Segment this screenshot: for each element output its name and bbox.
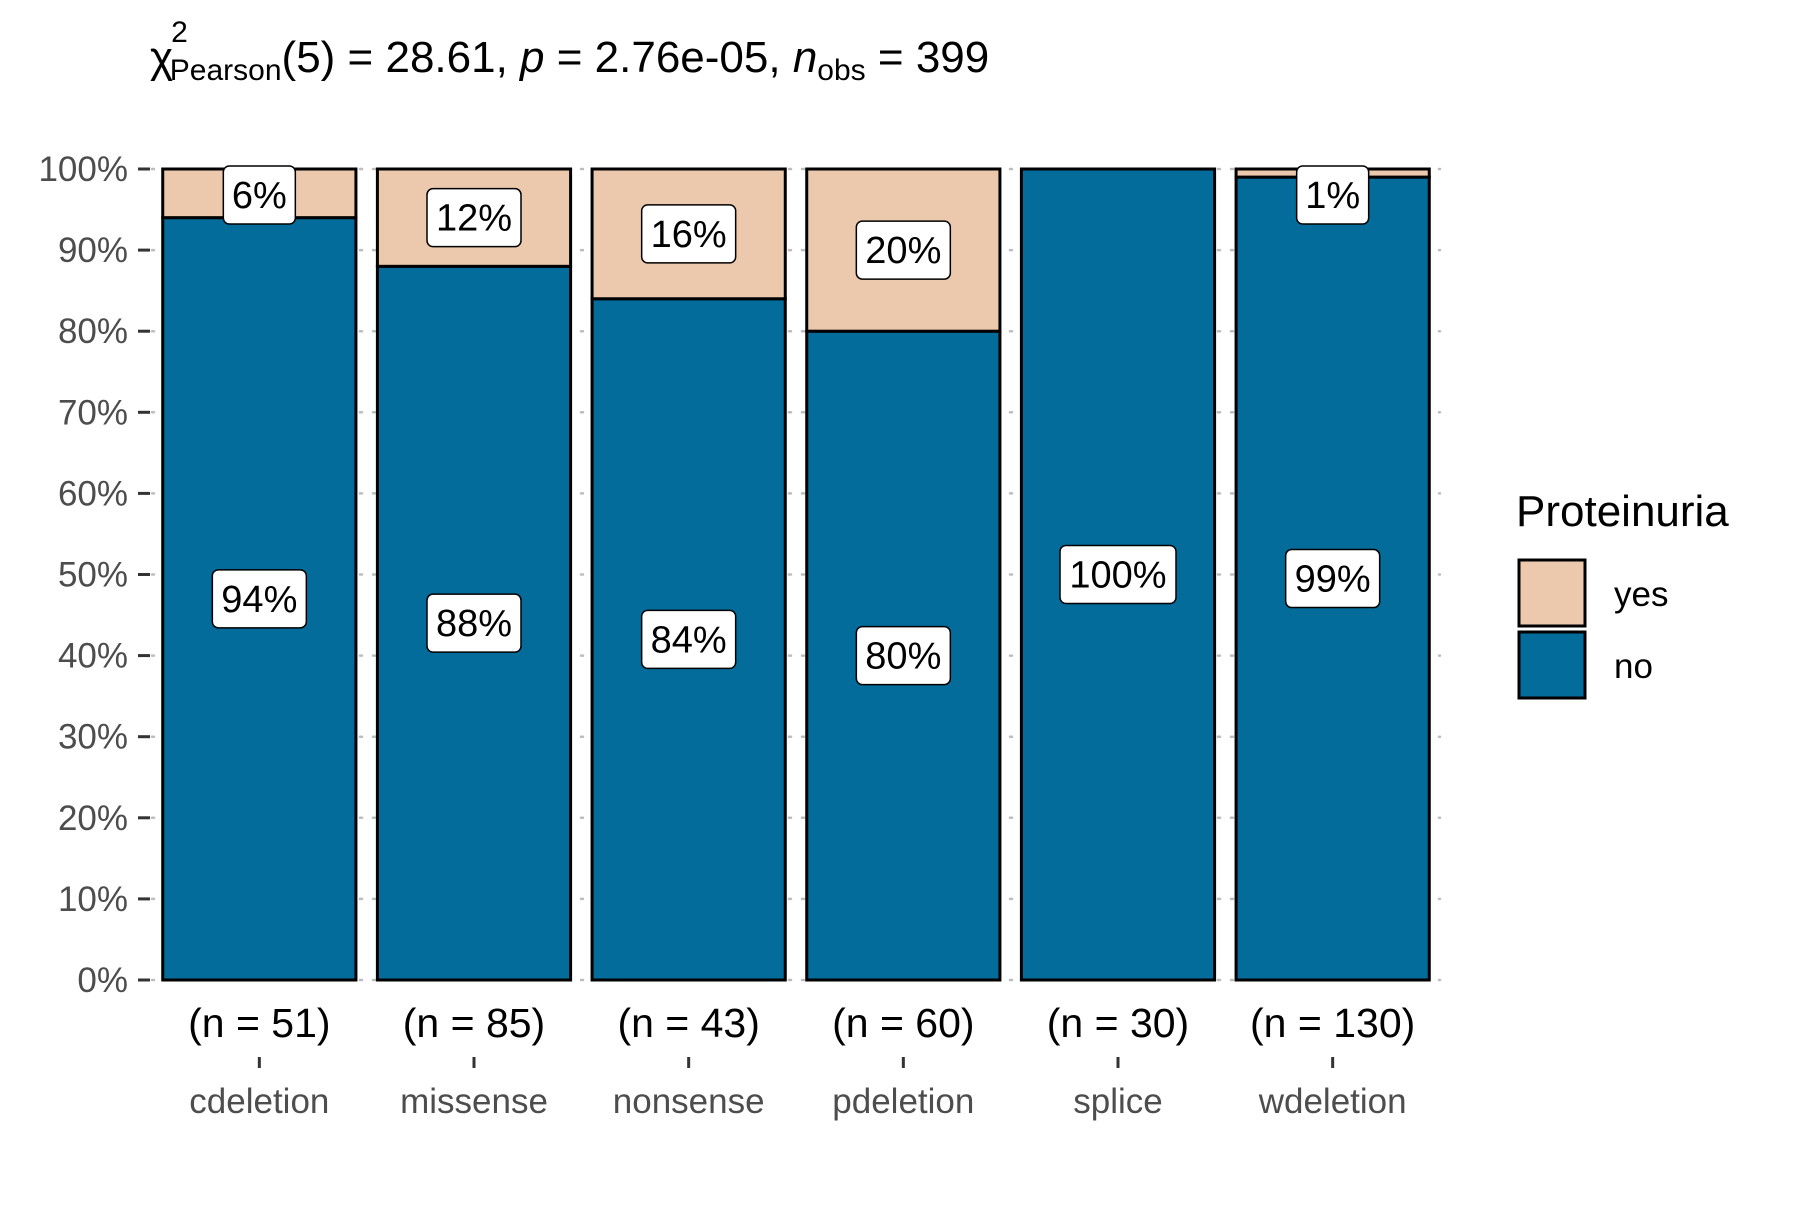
bar-label-no: 80% (855, 625, 952, 686)
count-label: (n = 130) (1250, 1000, 1415, 1046)
y-tick-label: 60% (58, 474, 128, 513)
svg-text:99%: 99% (1295, 559, 1371, 601)
legend-label: yes (1614, 575, 1668, 614)
legend-item-yes: yes (1517, 558, 1668, 628)
svg-text:6%: 6% (232, 175, 287, 217)
bar-label-yes: 1% (1295, 165, 1370, 225)
svg-text:84%: 84% (651, 619, 727, 661)
y-tick-label: 100% (38, 150, 128, 189)
svg-text:80%: 80% (865, 636, 941, 678)
y-tick-label: 70% (58, 393, 128, 432)
count-label: (n = 43) (617, 1000, 759, 1046)
category-label: nonsense (613, 1082, 765, 1121)
count-label: (n = 30) (1047, 1000, 1189, 1046)
y-tick-label: 50% (58, 556, 128, 595)
chi-superscript: 2 (171, 16, 188, 49)
count-label: (n = 85) (403, 1000, 545, 1046)
x-axis: (n = 51) cdeletion (n = 85) missense (n = 43… (188, 1000, 1415, 1121)
y-tick-label: 0% (77, 961, 128, 1000)
category-label: splice (1073, 1082, 1162, 1121)
svg-text:20%: 20% (865, 230, 941, 272)
bar-label-yes: 20% (855, 220, 952, 280)
legend-label: no (1614, 647, 1653, 686)
legend-swatch (1517, 630, 1587, 700)
count-label: (n = 51) (188, 1000, 330, 1046)
category-label: cdeletion (189, 1082, 329, 1121)
svg-text:94%: 94% (221, 579, 297, 621)
y-tick-label: 20% (58, 799, 128, 838)
chart-subtitle: χ2 Pearson(5) = 28.61, p = 2.76e-05, nobs… (150, 16, 989, 87)
chi-subscript: Pearson (170, 54, 282, 87)
df-text: (5) = 28.61, (282, 33, 520, 82)
bar-segment-no (1019, 167, 1217, 982)
p-text: = 2.76e-05, (545, 33, 793, 82)
bar-label-yes: 16% (640, 204, 737, 264)
category-label: missense (400, 1082, 548, 1121)
y-tick-label: 30% (58, 718, 128, 757)
svg-text:16%: 16% (651, 214, 727, 256)
count-label: (n = 60) (832, 1000, 974, 1046)
y-axis: 0% 10% 20% 30% 40% 50% 60% 70% 80% 90% 100% (38, 150, 150, 1000)
y-tick-label: 10% (58, 880, 128, 919)
svg-text:88%: 88% (436, 603, 512, 645)
svg-text:12%: 12% (436, 198, 512, 240)
legend-title: Proteinuria (1516, 487, 1729, 536)
category-label: wdeletion (1258, 1082, 1407, 1121)
bar-label-no: 88% (426, 593, 522, 653)
svg-text:100%: 100% (1069, 555, 1166, 597)
bar-label-yes: 12% (426, 187, 522, 248)
n-subscript: obs (817, 54, 865, 87)
y-tick-label: 90% (58, 231, 128, 270)
bar-label-no: 100% (1059, 544, 1177, 605)
bar-labels: 94% 6% 88% 12% 84% 16% 80% 20% 100% 99% 1% (211, 165, 1381, 686)
chi-symbol: χ (150, 33, 173, 82)
p-symbol: p (518, 33, 544, 82)
legend-swatch (1517, 558, 1587, 628)
bar-label-no: 94% (211, 569, 308, 629)
y-tick-label: 40% (58, 637, 128, 676)
bar-label-no: 99% (1284, 548, 1381, 609)
bar-label-yes: 6% (222, 165, 297, 225)
svg-text:1%: 1% (1305, 175, 1360, 217)
legend: Proteinuria yes no (1516, 487, 1729, 700)
legend-item-no: no (1517, 630, 1653, 700)
bars (161, 167, 1431, 982)
n-symbol: n (793, 33, 817, 82)
bar-label-no: 84% (640, 609, 737, 670)
category-label: pdeletion (832, 1082, 974, 1121)
n-text: = 399 (866, 33, 990, 82)
y-tick-label: 80% (58, 312, 128, 351)
